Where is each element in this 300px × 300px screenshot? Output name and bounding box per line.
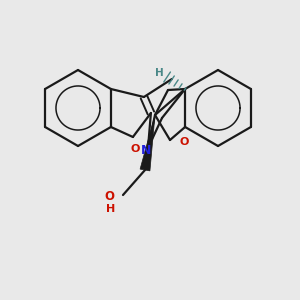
Text: H: H: [106, 204, 116, 214]
Text: O: O: [130, 144, 140, 154]
Text: N: N: [141, 143, 151, 157]
Text: O: O: [104, 190, 114, 203]
Text: H: H: [155, 68, 164, 78]
Text: O: O: [179, 137, 189, 147]
Polygon shape: [140, 115, 155, 171]
